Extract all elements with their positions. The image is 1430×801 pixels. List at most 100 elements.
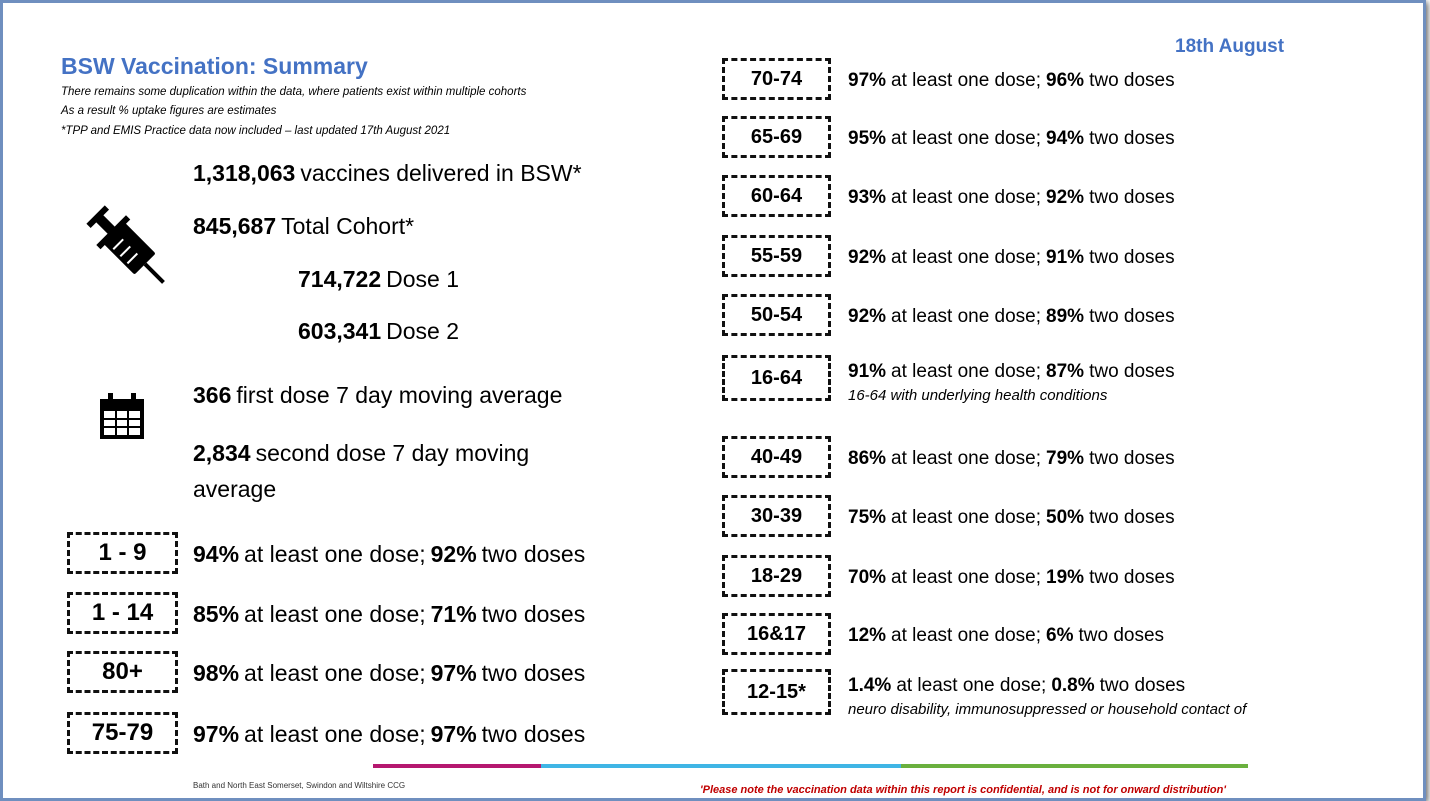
- second-dose-text: two doses: [481, 541, 586, 568]
- second-dose-pct: 91%: [1046, 246, 1085, 268]
- first-dose-pct: 91%: [848, 361, 887, 382]
- first-dose-text: at least one dose;: [244, 660, 426, 687]
- uptake-text: 95% at least one dose; 94% two doses: [848, 128, 1180, 150]
- footer-rule: [373, 764, 1248, 768]
- first-dose-pct: 97%: [193, 721, 240, 748]
- first-dose-text: at least one dose;: [244, 601, 426, 628]
- second-dose-pct: 92%: [430, 541, 477, 568]
- stat-value: 366: [193, 382, 232, 408]
- first-dose-pct: 86%: [848, 447, 887, 469]
- uptake-text: 12% at least one dose; 6% two doses: [848, 625, 1169, 647]
- stat-text: Total Cohort*: [281, 213, 415, 239]
- age-box: 60-64: [722, 175, 831, 217]
- first-dose-text: at least one dose;: [891, 186, 1042, 208]
- note: There remains some duplication within th…: [61, 86, 527, 98]
- uptake-text: 94% at least one dose; 92% two doses: [193, 541, 590, 568]
- stat-text: second dose 7 day moving average: [193, 440, 530, 502]
- stat-value: 2,834: [193, 440, 251, 466]
- second-dose-pct: 87%: [1046, 361, 1085, 382]
- first-dose-text: at least one dose;: [891, 506, 1042, 528]
- first-dose-text: at least one dose;: [891, 127, 1042, 149]
- stat-value: 845,687: [193, 213, 277, 239]
- second-dose-text: two doses: [1089, 566, 1175, 588]
- second-dose-pct: 19%: [1046, 566, 1085, 588]
- first-dose-pct: 75%: [848, 506, 887, 528]
- second-dose-text: two doses: [1089, 305, 1175, 327]
- uptake-text: 97% at least one dose; 97% two doses: [193, 721, 590, 748]
- uptake-text: 86% at least one dose; 79% two doses: [848, 448, 1180, 470]
- age-box: 1 - 14: [67, 592, 178, 634]
- age-box: 55-59: [722, 235, 831, 277]
- second-dose-text: two doses: [1089, 246, 1175, 268]
- second-dose-pct: 0.8%: [1051, 675, 1095, 696]
- first-dose-pct: 85%: [193, 601, 240, 628]
- uptake-text: 1.4% at least one dose; 0.8% two doses: [848, 675, 1190, 697]
- stat: 366 first dose 7 day moving average: [193, 382, 562, 409]
- stat: 2,834 second dose 7 day moving average: [193, 435, 613, 507]
- stat-text: Dose 1: [386, 266, 460, 292]
- calendar-icon: [100, 393, 144, 439]
- first-dose-pct: 93%: [848, 186, 887, 208]
- uptake-text: 93% at least one dose; 92% two doses: [848, 187, 1180, 209]
- second-dose-text: two doses: [1089, 127, 1175, 149]
- first-dose-pct: 97%: [848, 69, 887, 91]
- second-dose-text: two doses: [481, 660, 586, 687]
- stat-value: 714,722: [298, 266, 382, 292]
- second-dose-text: two doses: [481, 601, 586, 628]
- first-dose-pct: 95%: [848, 127, 887, 149]
- age-box: 65-69: [722, 116, 831, 158]
- stat: 603,341 Dose 2: [298, 318, 459, 345]
- uptake-text: 85% at least one dose; 71% two doses: [193, 601, 590, 628]
- first-dose-text: at least one dose;: [891, 624, 1042, 646]
- uptake-text: 92% at least one dose; 89% two doses: [848, 306, 1180, 328]
- first-dose-pct: 92%: [848, 305, 887, 327]
- age-box: 16-64: [722, 355, 831, 401]
- uptake-text: 70% at least one dose; 19% two doses: [848, 567, 1180, 589]
- second-dose-text: two doses: [1089, 69, 1175, 91]
- cohort-note: neuro disability, immunosuppressed or ho…: [848, 701, 1247, 718]
- uptake-text: 92% at least one dose; 91% two doses: [848, 247, 1180, 269]
- first-dose-pct: 12%: [848, 624, 887, 646]
- note: *TPP and EMIS Practice data now included…: [61, 125, 451, 137]
- stat: 1,318,063 vaccines delivered in BSW*: [193, 160, 582, 187]
- first-dose-text: at least one dose;: [891, 305, 1042, 327]
- second-dose-pct: 79%: [1046, 447, 1085, 469]
- second-dose-pct: 89%: [1046, 305, 1085, 327]
- first-dose-text: at least one dose;: [891, 69, 1042, 91]
- first-dose-text: at least one dose;: [896, 675, 1047, 696]
- second-dose-text: two doses: [1099, 675, 1186, 696]
- title: BSW Vaccination: Summary: [61, 53, 368, 79]
- cohort-note: 16-64 with underlying health conditions: [848, 387, 1108, 404]
- second-dose-text: two doses: [1089, 447, 1175, 469]
- second-dose-pct: 96%: [1046, 69, 1085, 91]
- stat: 845,687 Total Cohort*: [193, 213, 414, 240]
- first-dose-text: at least one dose;: [891, 566, 1042, 588]
- uptake-text: 98% at least one dose; 97% two doses: [193, 660, 590, 687]
- first-dose-text: at least one dose;: [244, 721, 426, 748]
- uptake-text: 75% at least one dose; 50% two doses: [848, 507, 1180, 529]
- uptake-text: 97% at least one dose; 96% two doses: [848, 70, 1180, 92]
- first-dose-pct: 92%: [848, 246, 887, 268]
- stat-text: vaccines delivered in BSW*: [300, 160, 582, 186]
- first-dose-text: at least one dose;: [891, 246, 1042, 268]
- syringe-icon: [86, 205, 165, 284]
- age-box: 70-74: [722, 58, 831, 100]
- first-dose-pct: 70%: [848, 566, 887, 588]
- second-dose-pct: 97%: [430, 721, 477, 748]
- first-dose-pct: 98%: [193, 660, 240, 687]
- age-box: 80+: [67, 651, 178, 693]
- stat-text: Dose 2: [386, 318, 460, 344]
- second-dose-text: two doses: [1089, 506, 1175, 528]
- date: 18th August: [1175, 36, 1285, 57]
- note: As a result % uptake figures are estimat…: [61, 105, 277, 117]
- first-dose-text: at least one dose;: [244, 541, 426, 568]
- first-dose-text: at least one dose;: [891, 447, 1042, 469]
- stat-text: first dose 7 day moving average: [236, 382, 563, 408]
- first-dose-text: at least one dose;: [891, 361, 1042, 382]
- footer-org: Bath and North East Somerset, Swindon an…: [193, 781, 406, 790]
- age-box: 75-79: [67, 712, 178, 754]
- second-dose-pct: 97%: [430, 660, 477, 687]
- second-dose-text: two doses: [1089, 186, 1175, 208]
- footer-disclaimer: 'Please note the vaccination data within…: [700, 784, 1226, 796]
- age-box: 1 - 9: [67, 532, 178, 574]
